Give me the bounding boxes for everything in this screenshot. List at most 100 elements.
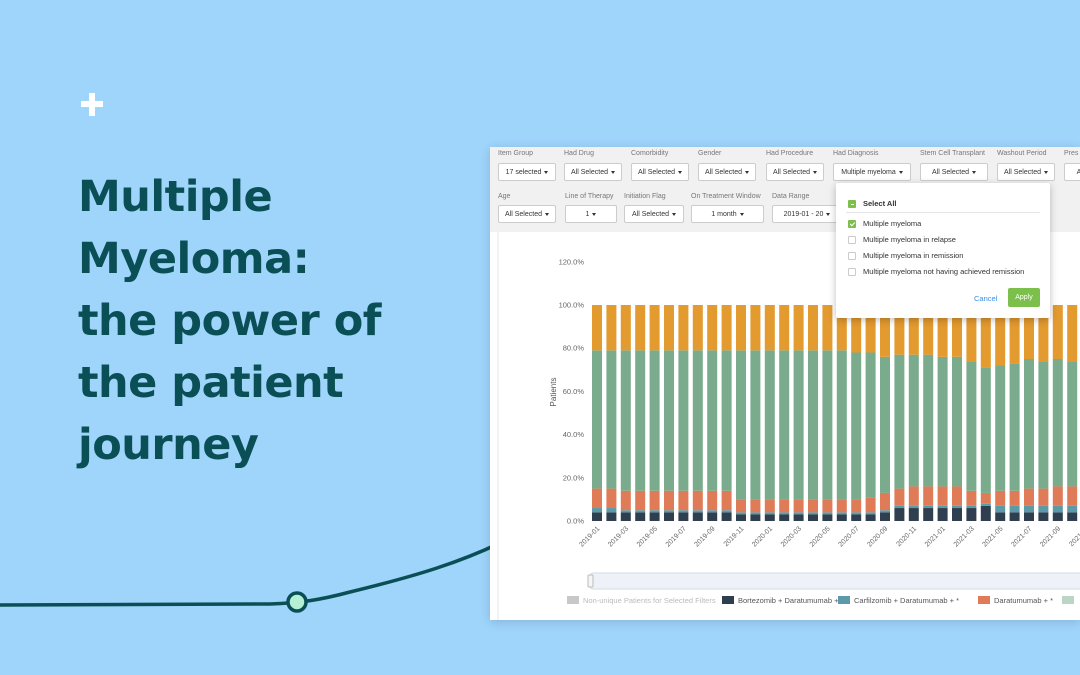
x-tick-label: 2020-09 (866, 525, 889, 548)
y-tick-label: 80.0% (563, 344, 585, 353)
bar-segment (865, 512, 876, 515)
bar-segment (808, 305, 818, 351)
bar-segment (736, 514, 746, 521)
bar-segment (851, 352, 862, 500)
bar-segment (908, 305, 919, 355)
filter-label: Data Range (772, 193, 810, 200)
filter-value: All Selected (638, 169, 682, 176)
bar-segment (779, 512, 790, 515)
bar-segment (664, 510, 674, 513)
option[interactable]: Multiple myeloma in relapse (848, 235, 956, 245)
bar-segment (822, 499, 833, 513)
option[interactable]: Multiple myeloma (848, 219, 921, 229)
bar-segment (592, 350, 602, 489)
bar-segment (592, 488, 602, 509)
bar-segment (779, 514, 790, 521)
checkbox[interactable] (848, 236, 856, 245)
x-tick-label: 2019-01 (578, 525, 601, 548)
bar-segment (980, 505, 991, 521)
filter-button[interactable]: 1 (565, 205, 617, 223)
bar-segment (707, 512, 718, 521)
bar-segment (836, 499, 847, 513)
journey-point (286, 591, 308, 613)
bar-segment (1009, 512, 1020, 521)
bar-segment (620, 490, 631, 511)
bar-segment (764, 305, 775, 351)
headline-line: the patient (78, 358, 344, 408)
bar-segment (966, 361, 977, 491)
bar-segment (736, 499, 746, 513)
bar-segment (779, 305, 790, 351)
bar-segment (692, 512, 703, 521)
legend-label: Bortezomib + Daratumumab + * (738, 596, 844, 605)
bar-segment (1067, 505, 1078, 513)
filter-label: Gender (698, 150, 722, 157)
checkbox[interactable] (848, 252, 856, 261)
apply-button[interactable]: Apply (1008, 288, 1040, 307)
bar-segment (980, 503, 991, 506)
bar-segment (692, 510, 703, 513)
checkbox[interactable] (848, 220, 856, 229)
bar-segment (1009, 363, 1020, 491)
filter-button[interactable]: All Selected (564, 163, 622, 181)
x-tick-label: 2019-03 (607, 525, 630, 548)
filter-button[interactable]: All Selected (766, 163, 824, 181)
select-all-label: Select All (863, 199, 897, 208)
bar-segment (635, 350, 646, 491)
bar-segment (1038, 512, 1049, 521)
bar-segment (865, 305, 876, 353)
filter-button[interactable]: 1 month (691, 205, 764, 223)
checkbox[interactable] (848, 268, 856, 277)
filter-button[interactable]: All Selected (624, 205, 684, 223)
option[interactable]: Multiple myeloma not having achieved rem… (848, 267, 1024, 277)
bar-segment (721, 350, 732, 491)
bar-segment (664, 305, 674, 351)
filter-label: Initiation Flag (624, 193, 666, 200)
option-label: Multiple myeloma in relapse (863, 235, 956, 244)
filter-label: Had Diagnosis (833, 150, 879, 157)
headline-line: Myeloma: (78, 234, 310, 284)
headline-line: the power of (78, 296, 381, 346)
filter-label: Item Group (498, 150, 534, 157)
bar-segment (764, 512, 775, 515)
bar-segment (966, 490, 977, 506)
filter-value: All Selected (705, 169, 749, 176)
filter-button[interactable]: 17 selected (498, 163, 556, 181)
bar-segment (980, 492, 991, 504)
bar-segment (808, 350, 818, 500)
bar-segment (952, 486, 962, 506)
bar-segment (620, 350, 631, 491)
bar-segment (692, 350, 703, 491)
filter-button[interactable]: All Selected (631, 163, 689, 181)
bar-segment (894, 508, 905, 521)
bar-segment (635, 510, 646, 513)
filter-button[interactable]: All Selected (498, 205, 556, 223)
y-tick-label: 60.0% (563, 387, 585, 396)
filter-button[interactable]: All Selected (997, 163, 1055, 181)
filter-button[interactable]: All Selected (920, 163, 988, 181)
select-all[interactable]: Select All (848, 199, 897, 209)
filter-button[interactable]: All (1064, 163, 1080, 181)
filter-button[interactable]: Multiple myeloma (833, 163, 911, 181)
cancel-button[interactable]: Cancel (974, 294, 998, 303)
navigator-handle[interactable] (587, 574, 594, 588)
headline-line: Multiple (78, 172, 273, 222)
bar-segment (721, 510, 732, 513)
bar-segment (736, 350, 746, 500)
bar-segment (836, 350, 847, 500)
bar-segment (1052, 305, 1063, 359)
bar-segment (1024, 359, 1034, 489)
bar-segment (937, 356, 948, 487)
option[interactable]: Multiple myeloma in remission (848, 251, 963, 261)
bar-segment (995, 512, 1006, 521)
bar-segment (1024, 305, 1034, 359)
bar-segment (937, 486, 948, 506)
filter-button[interactable]: All Selected (698, 163, 756, 181)
legend-swatch (838, 596, 850, 604)
bar-segment (1009, 305, 1020, 364)
legend-swatch (978, 596, 990, 604)
navigator (589, 572, 1080, 590)
bar-segment (592, 512, 602, 521)
bar-segment (822, 514, 833, 521)
filter-button[interactable]: 2019-01 - 20 (772, 205, 842, 223)
